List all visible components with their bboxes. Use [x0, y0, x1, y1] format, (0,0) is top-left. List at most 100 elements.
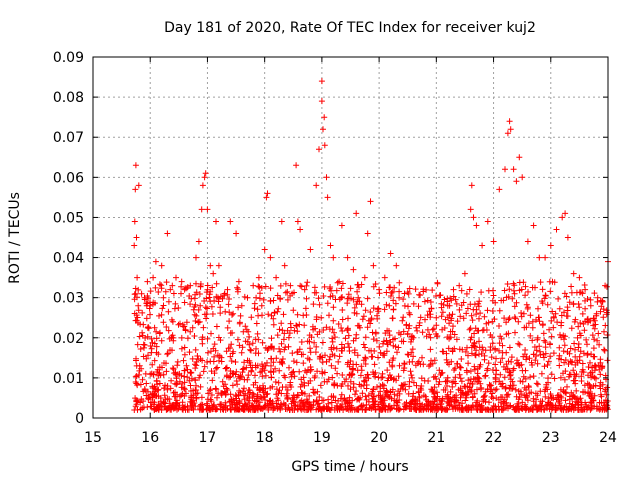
data-point	[351, 406, 358, 413]
data-point	[321, 283, 328, 290]
data-point	[335, 321, 342, 327]
data-point	[192, 291, 199, 298]
data-point	[353, 406, 360, 413]
data-point	[514, 403, 521, 410]
data-point	[174, 362, 181, 369]
data-point	[510, 287, 517, 294]
data-point	[313, 316, 320, 323]
data-point	[205, 349, 211, 356]
data-point	[562, 389, 569, 396]
data-point	[568, 389, 575, 396]
data-point	[197, 281, 204, 287]
data-point	[151, 357, 158, 364]
data-point	[549, 278, 556, 285]
data-point	[512, 386, 519, 393]
data-point	[262, 283, 269, 290]
data-point	[389, 315, 396, 322]
data-point	[357, 403, 364, 410]
data-point	[551, 375, 558, 382]
data-point	[221, 389, 228, 396]
data-point	[542, 393, 549, 400]
data-point	[282, 289, 289, 296]
data-point	[440, 348, 447, 355]
data-point	[601, 347, 608, 354]
data-point	[178, 345, 185, 352]
data-point	[517, 378, 524, 385]
data-point	[508, 358, 515, 365]
data-point	[323, 403, 330, 410]
data-point	[495, 406, 502, 413]
data-point	[320, 397, 327, 404]
data-point	[471, 339, 478, 346]
data-point	[319, 368, 326, 375]
data-point	[145, 324, 152, 330]
data-point	[234, 336, 241, 343]
data-point	[481, 392, 488, 399]
data-point	[524, 304, 531, 311]
data-point	[137, 381, 144, 388]
y-tick-label: 0.04	[53, 251, 84, 267]
data-point	[530, 222, 537, 229]
data-point	[259, 405, 266, 412]
data-point	[601, 346, 607, 353]
data-point	[433, 322, 440, 329]
data-point	[310, 301, 317, 308]
data-point	[416, 405, 423, 412]
data-point	[301, 286, 308, 293]
data-point	[300, 401, 307, 408]
data-point	[505, 391, 512, 398]
data-point	[329, 351, 336, 358]
data-point	[207, 262, 214, 269]
data-point	[348, 404, 355, 411]
data-point	[437, 371, 444, 378]
data-point	[468, 182, 475, 189]
data-point	[393, 262, 400, 269]
data-point	[410, 334, 417, 341]
data-point	[564, 234, 571, 241]
data-point	[349, 366, 356, 373]
data-point	[298, 381, 305, 388]
data-point	[361, 274, 368, 281]
x-tick-label: 20	[370, 430, 388, 446]
data-point	[174, 358, 181, 365]
data-point	[585, 390, 592, 397]
data-point	[506, 118, 513, 125]
data-point	[173, 397, 180, 404]
data-point	[456, 363, 463, 370]
data-point	[438, 304, 445, 311]
data-point	[492, 387, 499, 393]
data-point	[244, 294, 251, 301]
data-point	[157, 372, 164, 379]
data-point	[274, 332, 281, 339]
data-point	[333, 287, 340, 294]
data-point	[515, 340, 522, 347]
data-point	[471, 363, 478, 370]
data-point	[335, 358, 342, 365]
data-point	[197, 302, 204, 309]
data-point	[367, 404, 373, 411]
data-point	[178, 290, 184, 297]
data-point	[181, 344, 188, 351]
data-point	[198, 394, 205, 401]
data-point	[328, 399, 335, 406]
data-point	[434, 333, 440, 340]
data-point	[465, 388, 472, 395]
data-point	[276, 367, 283, 374]
data-point	[436, 397, 443, 404]
data-point	[432, 373, 439, 380]
y-tick-label: 0	[75, 411, 84, 427]
data-point	[197, 372, 204, 379]
data-point	[191, 333, 198, 339]
data-point	[132, 285, 139, 292]
data-point	[571, 340, 578, 347]
data-point	[564, 304, 571, 311]
data-point	[358, 383, 365, 390]
data-point	[448, 297, 455, 304]
data-point	[529, 337, 536, 344]
data-point	[460, 315, 467, 322]
data-point	[327, 242, 334, 249]
data-point	[205, 390, 212, 397]
data-point	[574, 334, 581, 341]
data-point	[329, 338, 336, 345]
data-point	[558, 319, 565, 326]
